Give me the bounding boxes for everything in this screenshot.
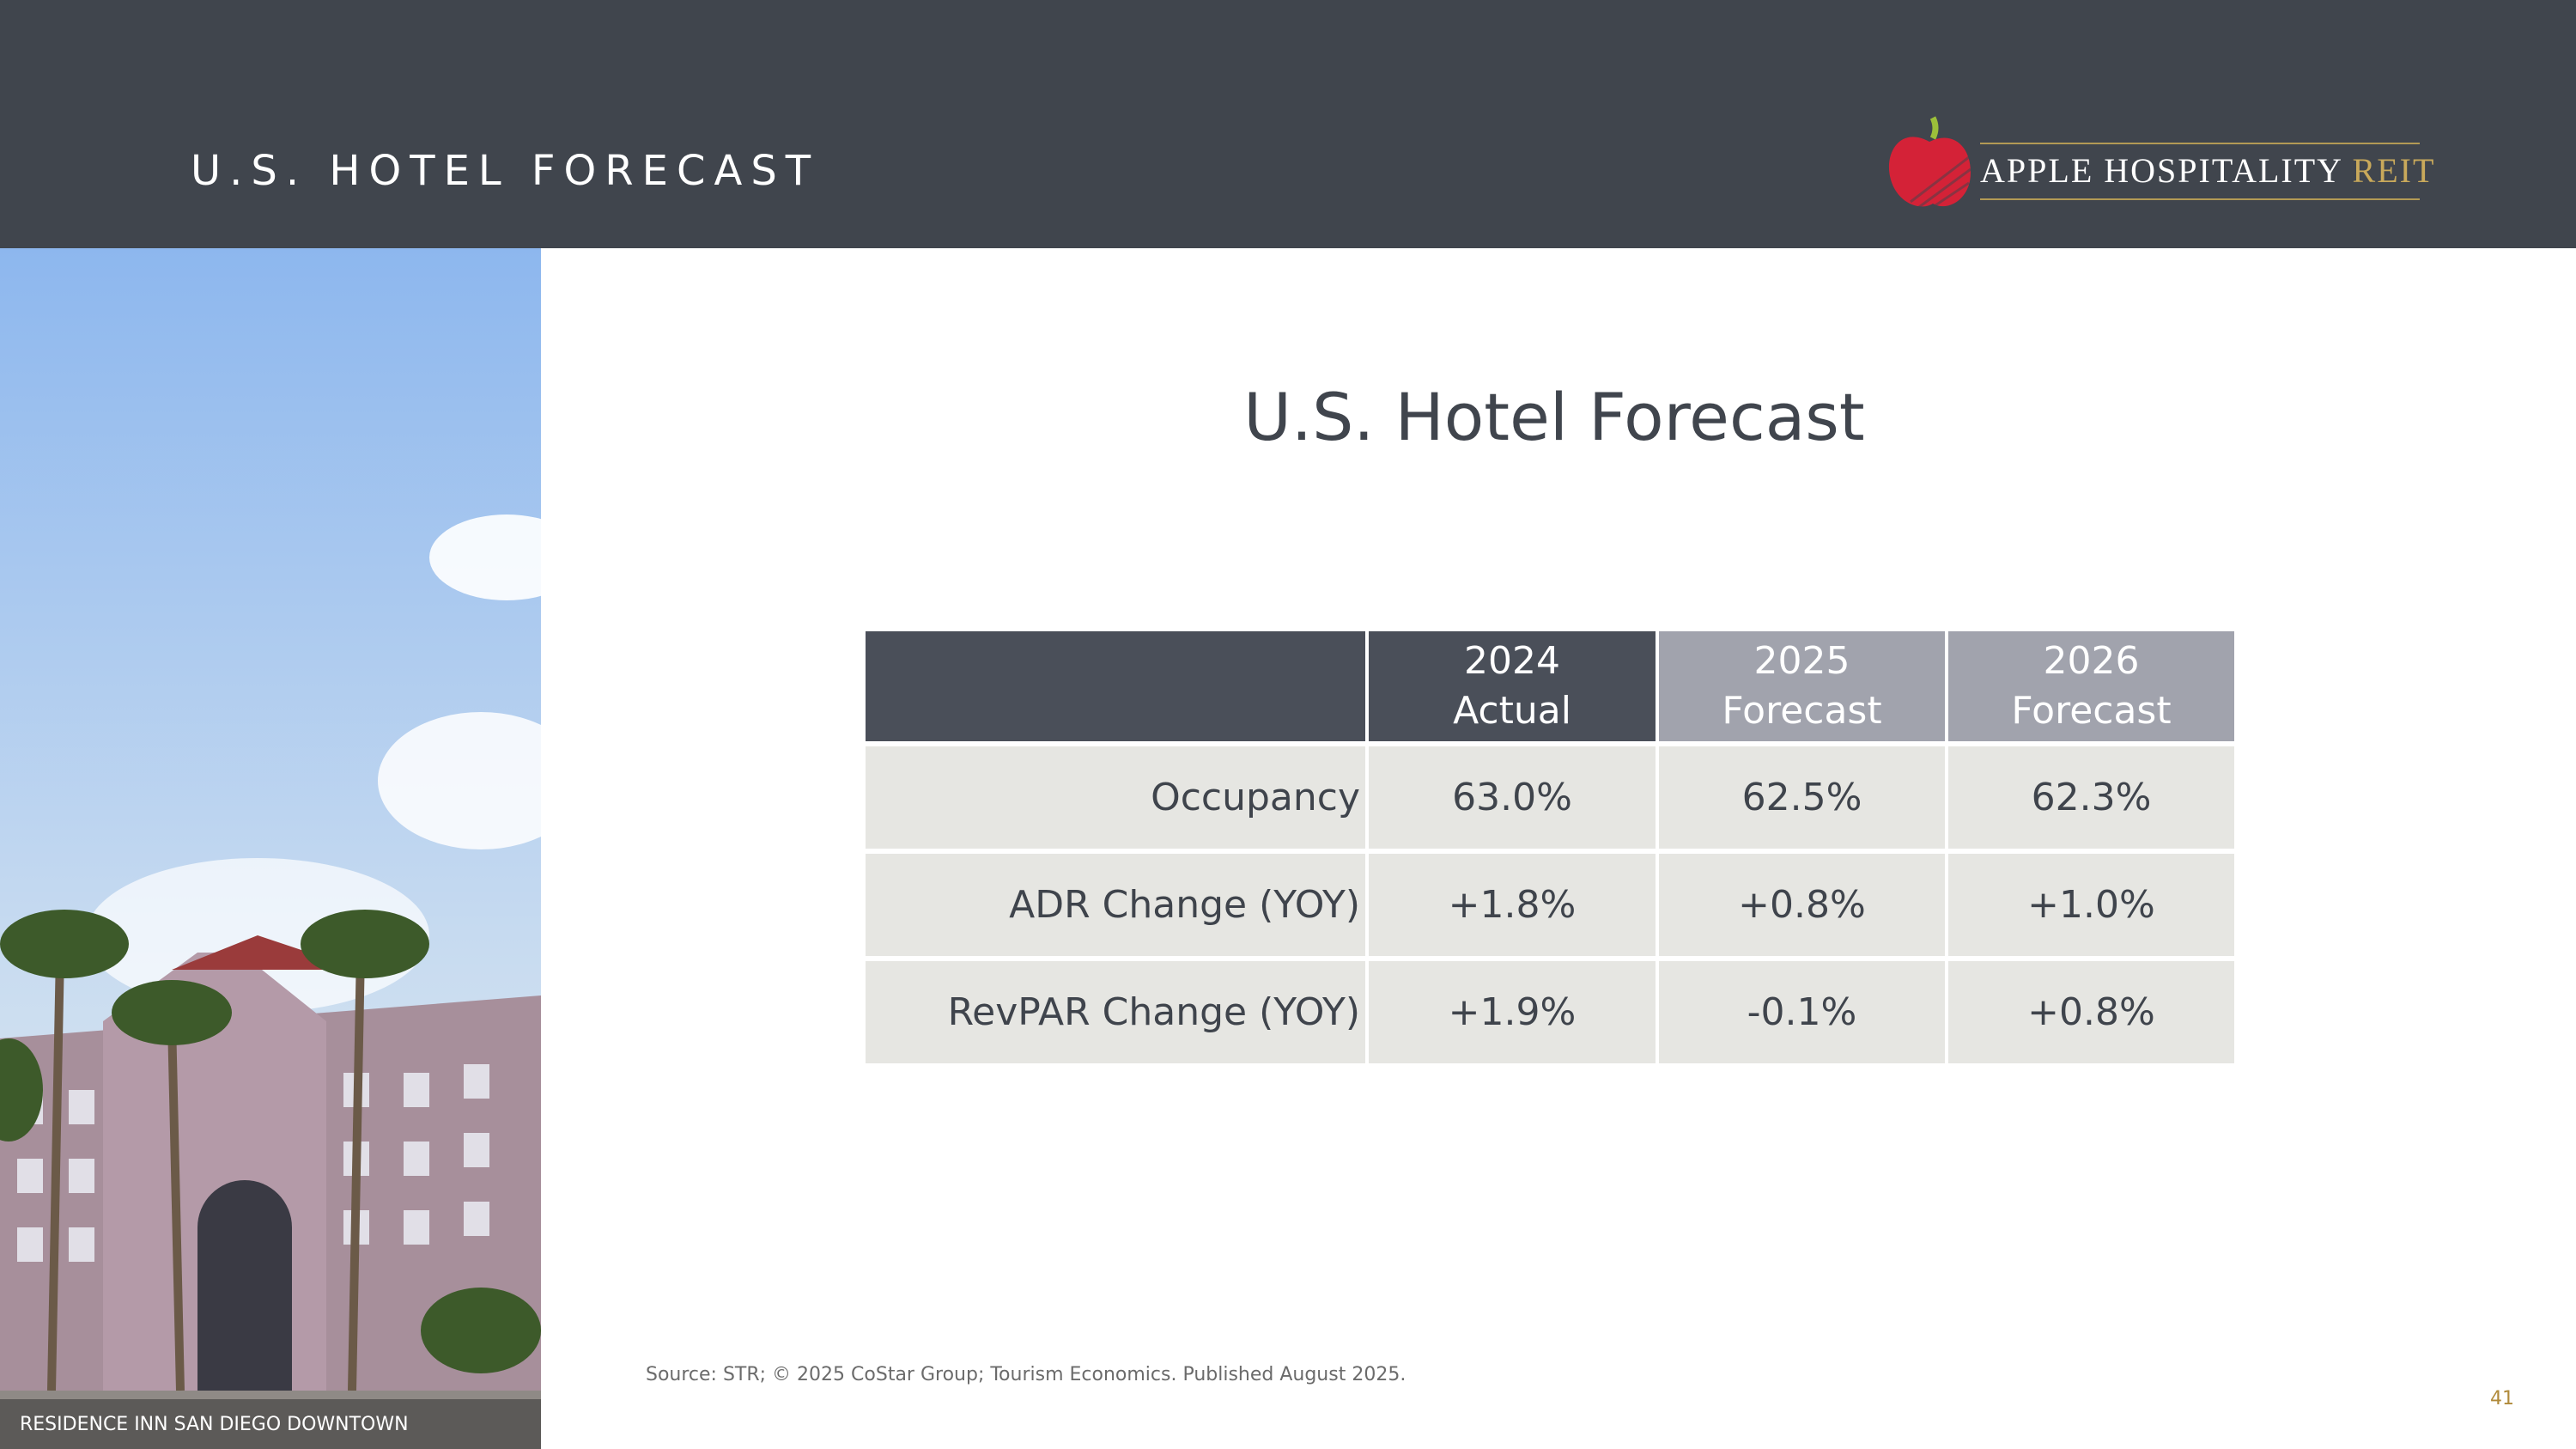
source-note: Source: STR; © 2025 CoStar Group; Touris… xyxy=(646,1364,1406,1385)
logo-icon xyxy=(1888,116,1971,212)
column-header-line: 2026 xyxy=(2043,639,2140,683)
table-cell: +1.8% xyxy=(1369,854,1656,956)
column-header-line: 2024 xyxy=(1464,639,1560,683)
logo-text: APPLE HOSPITALITY REIT xyxy=(1980,149,2435,192)
row-label: Occupancy xyxy=(866,746,1365,849)
column-header-line: Forecast xyxy=(1722,689,1882,733)
column-header-line: Forecast xyxy=(2011,689,2172,733)
photo-caption: RESIDENCE INN SAN DIEGO DOWNTOWN xyxy=(20,1414,409,1435)
table-cell: 62.3% xyxy=(1948,746,2234,849)
hotel-photo xyxy=(0,248,541,1449)
logo-name: APPLE HOSPITALITY xyxy=(1980,151,2342,190)
table-cell: +0.8% xyxy=(1659,854,1945,956)
table-cell: +0.8% xyxy=(1948,961,2234,1063)
row-label: ADR Change (YOY) xyxy=(866,854,1365,956)
logo-suffix: REIT xyxy=(2352,151,2436,190)
column-header-line: 2025 xyxy=(1753,639,1850,683)
logo-rule xyxy=(1980,143,2420,144)
main-title: U.S. Hotel Forecast xyxy=(1243,379,1865,455)
header-bar xyxy=(0,0,2576,248)
header-title: U.S. HOTEL FORECAST xyxy=(191,147,820,195)
table-cell: 63.0% xyxy=(1369,746,1656,849)
page-number: 41 xyxy=(2490,1388,2514,1409)
table-cell: +1.0% xyxy=(1948,854,2234,956)
table-cell: +1.9% xyxy=(1369,961,1656,1063)
column-header-line: Actual xyxy=(1453,689,1571,733)
logo-rule xyxy=(1980,198,2420,200)
header-corner xyxy=(866,631,1365,741)
table-cell: 62.5% xyxy=(1659,746,1945,849)
column-header: 2024 Actual xyxy=(1369,631,1656,741)
column-header: 2026 Forecast xyxy=(1948,631,2234,741)
column-header: 2025 Forecast xyxy=(1659,631,1945,741)
row-label: RevPAR Change (YOY) xyxy=(866,961,1365,1063)
table-cell: -0.1% xyxy=(1659,961,1945,1063)
